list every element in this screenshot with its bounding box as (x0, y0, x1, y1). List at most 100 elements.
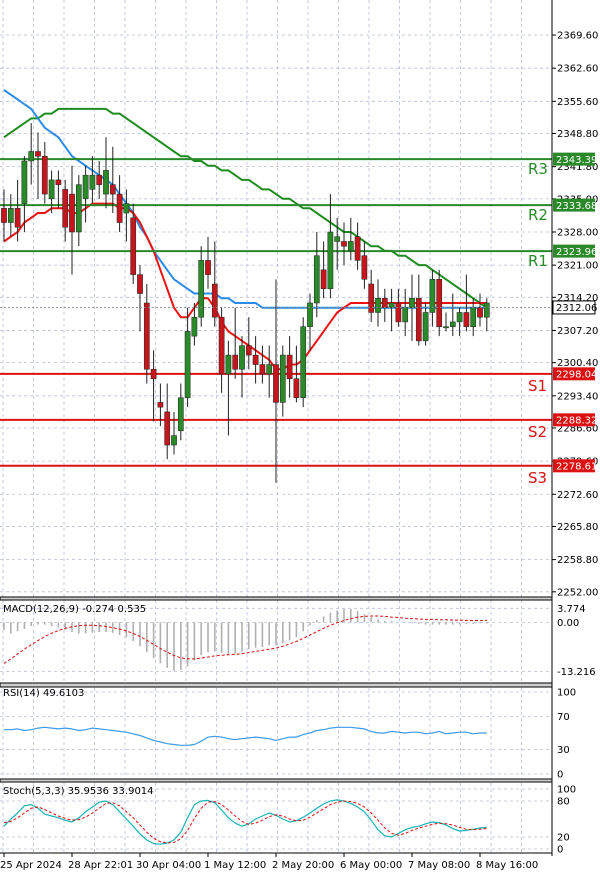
time-tick-label: 8 May 16:00 (476, 860, 538, 871)
candle-bear (245, 345, 252, 356)
candle-bear (96, 174, 103, 185)
candle-bull (225, 354, 232, 375)
candle-bull (184, 331, 191, 398)
candle-bear (150, 369, 157, 379)
level-name-s1: S1 (528, 377, 547, 395)
candle-bear (137, 274, 143, 294)
time-tick-label: 28 Apr 22:01 (68, 860, 133, 871)
candle-bull (422, 312, 429, 342)
candle-bull (313, 255, 320, 304)
candle-bear (218, 316, 225, 375)
level-name-r1: R1 (528, 252, 548, 270)
candle-bull (307, 302, 313, 327)
candle-bear (395, 302, 402, 323)
candle-bear (320, 269, 327, 290)
rsi-tick-label: 0 (557, 770, 563, 781)
candle-bear (109, 184, 116, 195)
indicator-grid (0, 600, 552, 853)
price-tick-label: 2321.00 (557, 261, 598, 272)
candle-bull (171, 435, 177, 446)
candle-bear (436, 279, 443, 327)
macd-signal-line (3, 615, 487, 664)
rsi-tick-label: 100 (557, 688, 576, 699)
candle-bull (388, 302, 395, 308)
stoch-tick-label: 20 (557, 833, 570, 844)
level-badge-value: 2333.68 (556, 201, 597, 212)
candle-bull (429, 279, 436, 313)
candle-bear (415, 298, 422, 342)
candle-bear (463, 312, 470, 327)
level-badge-s3 (553, 459, 595, 473)
level-badge-r2 (553, 198, 595, 212)
time-tick-label: 30 Apr 04:00 (136, 860, 201, 871)
candle-bear (354, 236, 361, 261)
ma-slow-line (3, 107, 488, 309)
level-badge-value: 2323.96 (556, 247, 597, 258)
level-name-s2: S2 (528, 423, 547, 441)
candle-bull (7, 208, 14, 223)
candle-bear (205, 260, 211, 275)
candle-bull (334, 236, 341, 242)
candle-bear (211, 283, 218, 318)
level-name-r3: R3 (528, 160, 548, 178)
candle-bull (198, 260, 205, 318)
candle-bull (191, 316, 198, 337)
price-tick-label: 2252.00 (557, 587, 598, 598)
candle-bear (55, 179, 62, 185)
candle-bull (470, 307, 477, 327)
candle-bear (361, 255, 368, 280)
candle-bull (327, 231, 334, 290)
candle-bull (483, 302, 490, 318)
stoch-tick-label: 80 (557, 797, 570, 808)
price-tick-label: 2307.20 (557, 326, 598, 337)
candle-bear (252, 354, 259, 365)
candle-bear (293, 378, 300, 398)
rsi-tick-label: 70 (557, 712, 570, 723)
level-badge-r3 (553, 152, 595, 166)
level-badge-value: 2298.04 (556, 370, 597, 381)
candle-bear (62, 189, 69, 228)
level-badge-value: 2343.39 (556, 155, 597, 166)
candle-bear (130, 217, 137, 275)
candle-bull (28, 151, 35, 162)
level-badge-value: 2278.61 (556, 462, 597, 473)
price-tick-label: 2300.40 (557, 358, 598, 369)
candle-bear (232, 354, 239, 370)
level-badge-s2 (553, 413, 595, 427)
level-badge-r1 (553, 244, 595, 258)
macd-panel: 3.774 0.00 -13.216 (3, 604, 596, 678)
candle-bull (75, 184, 82, 233)
price-tick-label: 2341.80 (557, 162, 598, 173)
candle-bear (259, 364, 266, 375)
price-tick-label: 2362.60 (557, 64, 598, 75)
price-tick-label: 2258.80 (557, 555, 598, 566)
price-tick-label: 2348.80 (557, 129, 598, 140)
candle-bull (300, 326, 307, 398)
stoch-title: Stoch(5,3,3) 35.9536 33.9014 (3, 786, 154, 797)
candle-bull (103, 170, 109, 195)
candle-bull (402, 307, 409, 323)
rsi-line (4, 726, 487, 746)
candle-bull (375, 298, 381, 313)
current-price-badge (552, 300, 596, 315)
candle-bear (143, 302, 150, 370)
price-tick-label: 2328.00 (557, 227, 598, 238)
candle-bull (123, 203, 130, 214)
price-tick-label: 2293.40 (557, 391, 598, 402)
candle-bear (157, 402, 164, 408)
panel-separator (0, 596, 553, 601)
candle-bear (35, 151, 41, 157)
candle-bull (239, 345, 245, 370)
price-tick-label: 2265.80 (557, 522, 598, 533)
candle-bull (347, 241, 354, 252)
candle-bull (409, 298, 415, 308)
time-tick-label: 2 May 20:00 (272, 860, 334, 871)
candle-bear (273, 364, 279, 403)
panel-separator (0, 778, 553, 783)
price-tick-label: 2314.20 (557, 293, 598, 304)
candle-bull (89, 174, 96, 190)
candlestick-series (1, 123, 490, 483)
